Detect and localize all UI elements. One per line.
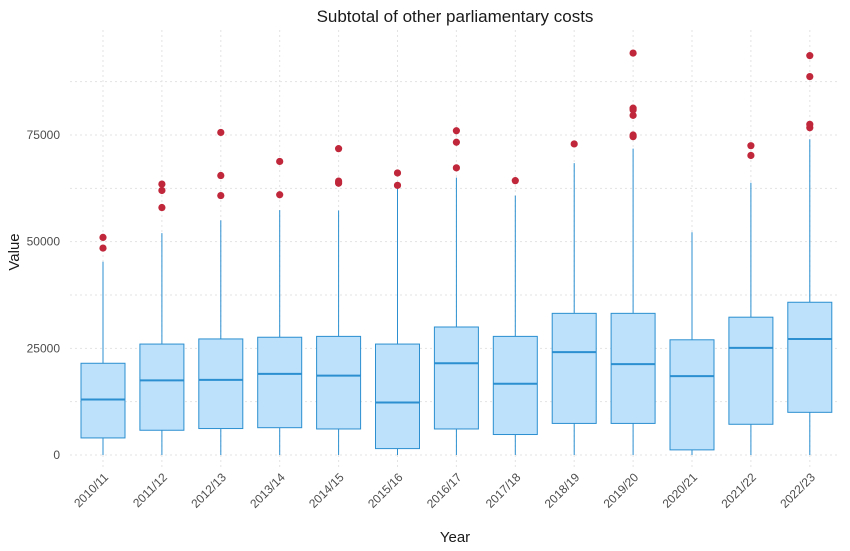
outlier-point xyxy=(452,164,460,172)
box-group xyxy=(198,128,244,455)
outlier-point xyxy=(629,131,637,139)
x-tick-label: 2020/21 xyxy=(660,470,701,511)
x-tick-label: 2012/13 xyxy=(188,470,229,511)
box-group xyxy=(492,177,538,455)
box xyxy=(139,343,185,431)
outlier-point xyxy=(629,104,637,112)
outlier-point xyxy=(335,145,343,153)
box xyxy=(80,362,126,439)
outlier-point xyxy=(511,177,519,185)
outlier-point xyxy=(806,72,814,81)
y-tick-label: 25000 xyxy=(27,341,61,355)
box xyxy=(610,312,656,424)
outlier-point xyxy=(99,233,107,241)
box-layer xyxy=(80,49,833,455)
label-layer: 0 25000 50000 75000 2010/11 2011/12 2012/13 201… xyxy=(27,128,819,511)
outlier-point xyxy=(335,177,343,185)
outlier-point xyxy=(393,169,402,177)
box-group xyxy=(80,233,126,455)
outlier-point xyxy=(217,128,225,137)
box-group xyxy=(139,180,185,455)
box xyxy=(669,339,715,451)
x-tick-label: 2017/18 xyxy=(483,470,524,511)
outlier-point xyxy=(806,52,814,60)
outlier-point xyxy=(747,151,755,160)
outlier-point xyxy=(570,140,578,148)
x-tick-label: 2019/20 xyxy=(601,470,642,511)
x-tick-label: 2016/17 xyxy=(424,470,465,511)
outlier-point xyxy=(806,120,814,128)
outlier-point xyxy=(217,171,225,180)
box xyxy=(728,316,774,425)
x-tick-label: 2014/15 xyxy=(306,470,347,511)
outlier-point xyxy=(276,157,284,166)
outlier-point xyxy=(217,191,225,200)
x-tick-label: 2015/16 xyxy=(365,470,406,511)
y-tick-label: 75000 xyxy=(27,128,61,142)
y-tick-label: 50000 xyxy=(27,235,61,249)
outlier-point xyxy=(99,244,107,252)
box-group xyxy=(375,169,420,455)
outlier-point xyxy=(452,138,460,146)
box xyxy=(375,343,420,450)
x-tick-label: 2021/22 xyxy=(718,470,759,511)
box-group xyxy=(610,49,656,455)
box xyxy=(551,312,597,424)
outlier-point xyxy=(747,142,755,150)
outlier-point xyxy=(276,191,284,199)
box xyxy=(433,326,479,430)
box xyxy=(198,338,244,430)
outlier-point xyxy=(629,111,637,119)
y-axis-title: Value xyxy=(6,233,23,270)
x-tick-label: 2011/12 xyxy=(130,470,170,510)
outlier-point xyxy=(452,127,460,135)
x-tick-label: 2022/23 xyxy=(777,470,818,511)
outlier-point xyxy=(393,181,402,189)
box-group xyxy=(257,157,303,455)
outlier-point xyxy=(158,186,166,195)
box-group xyxy=(433,127,479,455)
x-tick-label: 2018/19 xyxy=(542,470,583,511)
box xyxy=(787,301,833,413)
box-group xyxy=(669,232,715,455)
x-axis-title: Year xyxy=(440,529,470,546)
outlier-point xyxy=(158,180,166,188)
box xyxy=(257,336,303,429)
box-group xyxy=(316,145,362,455)
outlier-point xyxy=(158,203,166,212)
chart-title: Subtotal of other parliamentary costs xyxy=(317,7,594,26)
box xyxy=(316,335,362,430)
box-group xyxy=(551,140,597,455)
box xyxy=(492,335,538,436)
box-group xyxy=(728,142,774,455)
y-tick-label: 0 xyxy=(53,448,60,462)
x-tick-label: 2013/14 xyxy=(247,470,288,511)
x-tick-label: 2010/11 xyxy=(71,470,111,510)
box-group xyxy=(787,52,833,455)
outlier-point xyxy=(629,49,637,57)
